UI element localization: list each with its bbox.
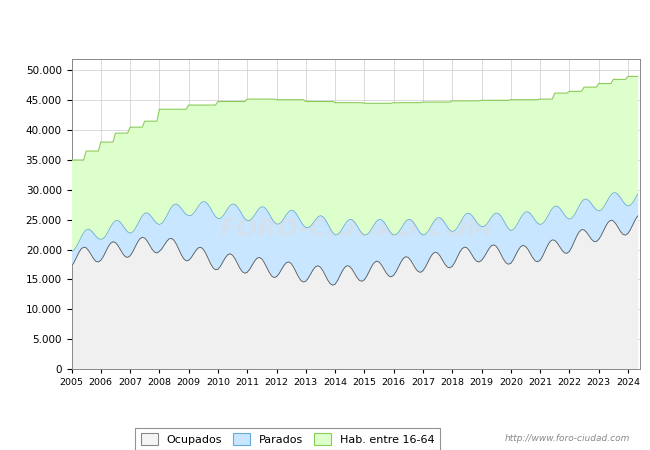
Text: Estepona - Evolucion de la poblacion en edad de Trabajar Mayo de 2024: Estepona - Evolucion de la poblacion en …	[94, 13, 556, 26]
Text: http://www.foro-ciudad.com: http://www.foro-ciudad.com	[505, 434, 630, 443]
Legend: Ocupados, Parados, Hab. entre 16-64: Ocupados, Parados, Hab. entre 16-64	[135, 428, 440, 450]
Text: FORO-CIUDAD.COM: FORO-CIUDAD.COM	[220, 217, 492, 241]
